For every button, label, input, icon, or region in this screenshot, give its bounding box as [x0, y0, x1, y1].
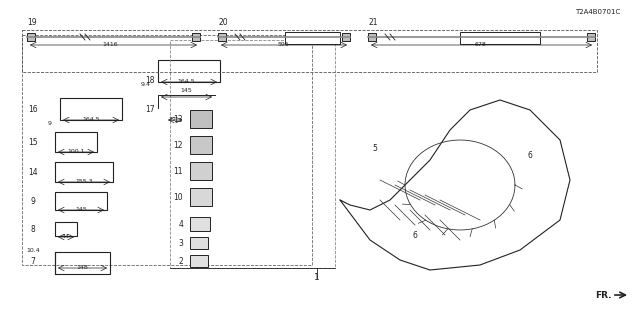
- Bar: [22, 30, 597, 72]
- Text: 148: 148: [76, 265, 88, 270]
- Text: 6: 6: [527, 150, 532, 159]
- Bar: [192, 33, 200, 41]
- Bar: [190, 110, 212, 128]
- Text: 145: 145: [75, 207, 87, 212]
- Text: 12: 12: [173, 140, 183, 149]
- Bar: [27, 33, 35, 41]
- Bar: [190, 136, 212, 154]
- Bar: [190, 188, 212, 206]
- Text: 8: 8: [31, 225, 35, 234]
- Text: 14: 14: [28, 167, 38, 177]
- Bar: [460, 32, 540, 44]
- Text: 1416: 1416: [102, 42, 118, 47]
- Text: 164.5: 164.5: [177, 79, 195, 84]
- Text: FR.: FR.: [595, 291, 612, 300]
- Text: 145: 145: [180, 88, 192, 93]
- Text: 15: 15: [28, 138, 38, 147]
- Bar: [158, 60, 220, 82]
- Bar: [190, 162, 212, 180]
- Bar: [55, 222, 77, 236]
- Text: 9.4: 9.4: [141, 82, 151, 86]
- Bar: [55, 252, 110, 274]
- Text: 44: 44: [62, 234, 70, 239]
- Text: 11: 11: [173, 166, 183, 175]
- Text: 5: 5: [372, 143, 378, 153]
- Text: 9: 9: [48, 121, 52, 125]
- Text: 18: 18: [145, 76, 155, 84]
- Bar: [55, 192, 107, 210]
- Text: 3: 3: [178, 238, 183, 247]
- Text: 164.5: 164.5: [82, 117, 100, 122]
- Bar: [285, 32, 340, 44]
- Text: 7: 7: [31, 258, 35, 267]
- Bar: [587, 33, 595, 41]
- Bar: [218, 33, 226, 41]
- Text: 1: 1: [314, 274, 320, 283]
- Text: 4: 4: [178, 220, 183, 228]
- Bar: [22, 35, 312, 265]
- Bar: [342, 33, 350, 41]
- Text: 21: 21: [368, 18, 378, 27]
- Text: 6: 6: [413, 230, 417, 239]
- Bar: [170, 40, 335, 268]
- Text: 13: 13: [173, 115, 183, 124]
- Text: 22: 22: [168, 117, 176, 122]
- Bar: [55, 162, 113, 182]
- Text: 19: 19: [27, 18, 36, 27]
- Bar: [60, 98, 122, 120]
- Text: 595: 595: [277, 42, 289, 47]
- Bar: [368, 33, 376, 41]
- Bar: [190, 237, 208, 249]
- Bar: [190, 217, 210, 231]
- Text: 2: 2: [179, 257, 183, 266]
- Text: 10.4: 10.4: [26, 247, 40, 252]
- Bar: [190, 255, 208, 267]
- Text: 155.3: 155.3: [75, 179, 93, 184]
- Text: 9: 9: [31, 196, 35, 205]
- Text: 16: 16: [28, 105, 38, 114]
- Text: 10: 10: [173, 193, 183, 202]
- Text: T2A4B0701C: T2A4B0701C: [575, 9, 620, 15]
- Text: 17: 17: [145, 105, 155, 114]
- Text: 678: 678: [474, 42, 486, 47]
- Bar: [55, 132, 97, 152]
- Text: 20: 20: [218, 18, 228, 27]
- Text: 100.1: 100.1: [67, 149, 84, 154]
